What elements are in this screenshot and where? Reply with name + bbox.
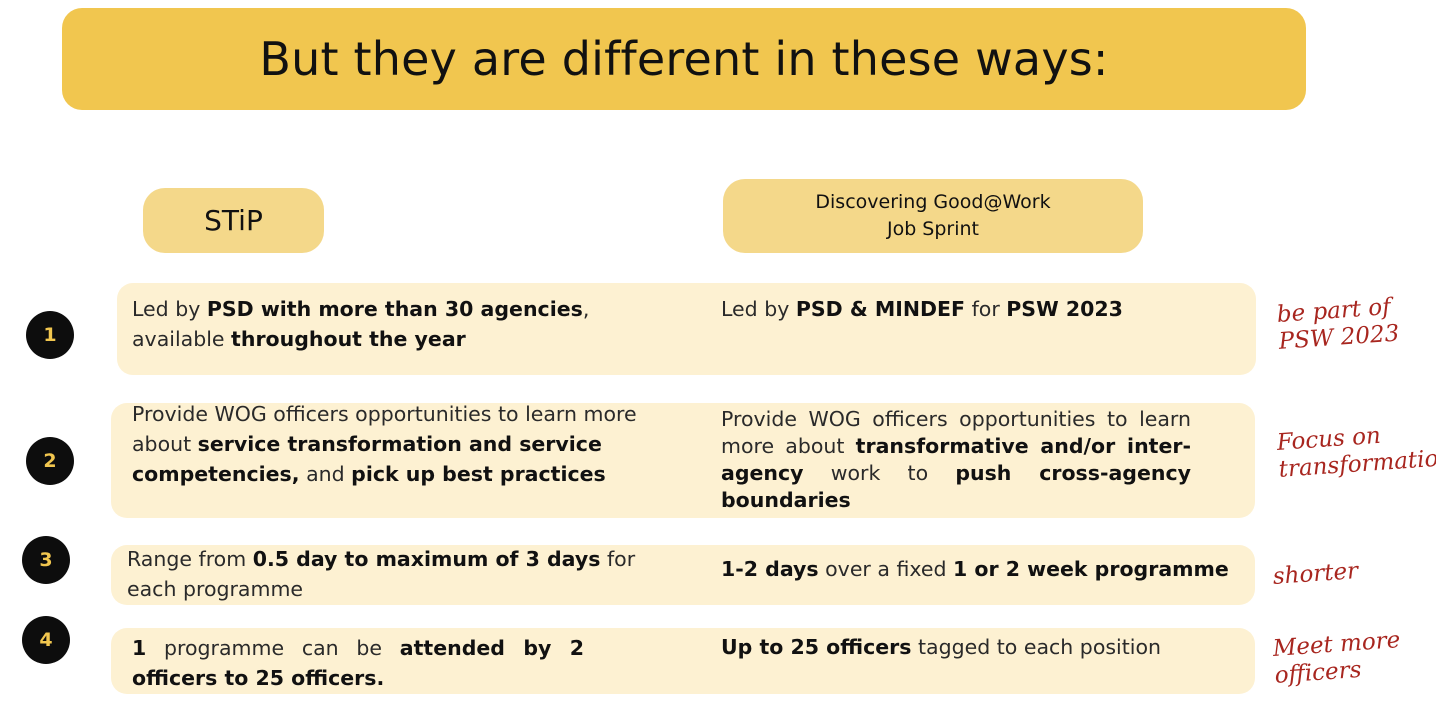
body-text: tagged to each position: [911, 635, 1162, 659]
column-header-dgw: Discovering Good@Work Job Sprint: [723, 179, 1143, 253]
column-header-stip-label: STiP: [204, 204, 263, 237]
emphasis-text: PSW 2023: [1006, 297, 1123, 321]
emphasis-text: pick up best practices: [351, 462, 606, 486]
row-4-number-badge: 4: [22, 616, 70, 664]
column-header-dgw-line1: Discovering Good@Work: [815, 191, 1051, 213]
emphasis-text: throughout the year: [231, 327, 466, 351]
body-text: Range from: [127, 547, 253, 571]
body-text: for: [965, 297, 1007, 321]
row-4-number: 4: [39, 629, 53, 651]
row-4-note: Meet more officers: [1272, 627, 1403, 690]
row-2-number-badge: 2: [26, 437, 74, 485]
row-3-number: 3: [39, 549, 53, 571]
emphasis-text: 0.5 day to maximum of 3 days: [252, 547, 601, 571]
body-text: for each programme: [127, 547, 636, 601]
row-3-box: [111, 545, 1255, 605]
emphasis-text: PSD with more than 30 agencies: [206, 297, 583, 321]
emphasis-text: PSD & MINDEF: [795, 297, 966, 321]
emphasis-text: 1: [132, 636, 147, 660]
row-1-box: [117, 283, 1256, 375]
emphasis-text: transformative and/or inter-agency: [721, 434, 1191, 485]
row-2-number: 2: [43, 450, 57, 472]
column-header-stip: STiP: [143, 188, 324, 253]
body-text: programme can be: [146, 636, 400, 660]
emphasis-text: service transformation and service compe…: [132, 432, 602, 486]
emphasis-text: 1 or 2 week programme: [953, 557, 1229, 581]
emphasis-text: 1-2 days: [721, 557, 819, 581]
row-3-dgw-text: 1-2 days over a fixed 1 or 2 week progra…: [721, 554, 1251, 584]
row-1-note: be part of PSW 2023: [1276, 294, 1400, 356]
row-1-number-badge: 1: [26, 311, 74, 359]
row-2-box: [111, 403, 1255, 518]
row-2-note: Focus on transformation: [1276, 418, 1436, 484]
row-1-dgw-text: Led by PSD & MINDEF for PSW 2023: [721, 294, 1241, 324]
row-2-dgw-text: Provide WOG officers opportunities to le…: [721, 406, 1191, 514]
row-3-number-badge: 3: [22, 536, 70, 584]
body-text: Led by: [132, 297, 207, 321]
row-1-number: 1: [43, 324, 57, 346]
body-text: Provide WOG officers opportunities to le…: [721, 407, 1191, 458]
emphasis-text: push cross-agency boundaries: [721, 461, 1191, 512]
row-2-stip-text: Provide WOG officers opportunities to le…: [132, 399, 642, 489]
body-text: Provide WOG officers opportunities to le…: [132, 402, 637, 456]
row-4-stip-text: 1 programme can be attended by 2 officer…: [132, 633, 584, 693]
row-3-note: shorter: [1272, 558, 1359, 591]
row-3-note-line1: shorter: [1272, 558, 1359, 590]
emphasis-text: attended by 2 officers to 25 officers.: [132, 636, 584, 690]
body-text: , available: [132, 297, 590, 351]
column-header-dgw-line2: Job Sprint: [886, 218, 979, 240]
row-4-box: [111, 628, 1255, 694]
body-text: work to: [803, 461, 956, 485]
row-1-stip-text: Led by PSD with more than 30 agencies, a…: [132, 294, 622, 354]
body-text: Led by: [721, 297, 796, 321]
row-3-stip-text: Range from 0.5 day to maximum of 3 days …: [127, 544, 647, 604]
body-text: and: [299, 462, 352, 486]
row-4-dgw-text: Up to 25 officers tagged to each positio…: [721, 632, 1241, 662]
slide-title: But they are different in these ways:: [259, 32, 1109, 86]
title-banner: But they are different in these ways:: [62, 8, 1306, 110]
body-text: over a fixed: [818, 557, 954, 581]
emphasis-text: Up to 25 officers: [721, 635, 912, 659]
